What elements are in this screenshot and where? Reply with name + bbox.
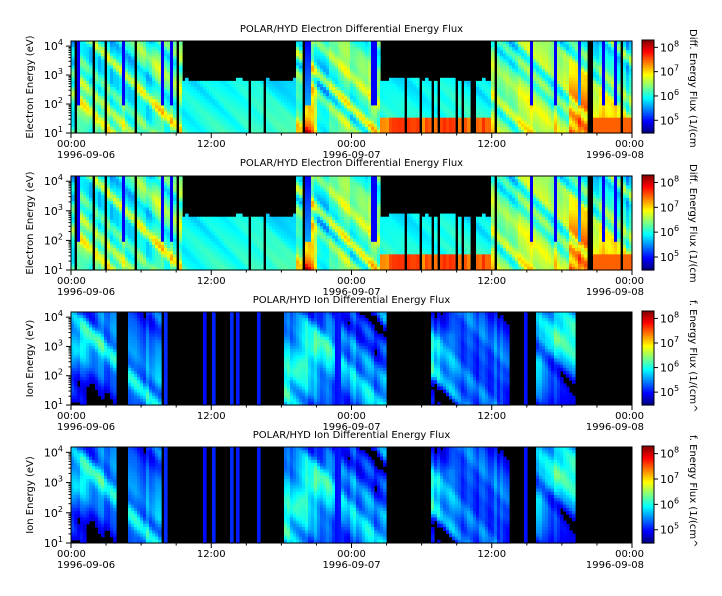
colorbar-label: Diff. Energy Flux (1/(cm xyxy=(687,29,698,148)
y-tick-label: 104 xyxy=(44,38,63,53)
colorbar-tick-label: 105 xyxy=(660,112,679,127)
x-tick-time: 00:00 xyxy=(57,139,86,150)
panel-2: POLAR/HYD Electron Differential Energy F… xyxy=(25,158,698,298)
colorbar: 105 106 107 108 Diff. Energy Flux (1/(cm xyxy=(642,29,698,148)
y-axis-label: Electron Energy (eV) xyxy=(25,35,36,138)
colorbar-tick-label: 106 xyxy=(660,88,679,103)
x-tick-time: 12:00 xyxy=(197,139,226,150)
y-tick-label: 101 xyxy=(44,125,63,140)
colorbar-tick-label: 108 xyxy=(660,39,679,54)
x-tick-date: 1996-09-06 xyxy=(57,150,115,161)
colorbar-tick-label: 107 xyxy=(660,64,679,79)
y-tick-label: 103 xyxy=(44,67,63,82)
x-tick-time: 12:00 xyxy=(477,139,506,150)
x-tick-date: 1996-09-08 xyxy=(586,150,644,161)
x-tick-time: 00:00 xyxy=(337,139,366,150)
chart-title: POLAR/HYD Electron Differential Energy F… xyxy=(240,24,463,35)
x-tick-time: 00:00 xyxy=(615,139,644,150)
panel-1: POLAR/HYD Electron Differential Energy F… xyxy=(25,24,698,161)
y-tick-label: 102 xyxy=(44,96,63,111)
